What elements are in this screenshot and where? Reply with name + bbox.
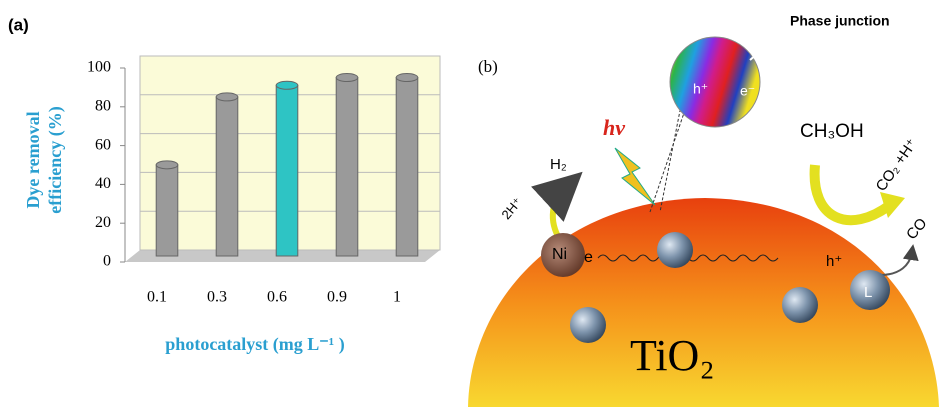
bar-chart: (a) Dye removal efficiency (%) photocata…: [8, 15, 441, 355]
bar-top: [155, 160, 179, 170]
y-tick-label: 80: [95, 97, 111, 114]
y-axis-title: efficiency (%): [45, 106, 66, 213]
hole-label: h⁺: [826, 253, 842, 270]
x-tick-label: 0.9: [327, 289, 347, 306]
light-label: hν: [603, 115, 625, 140]
nickel-label: Ni: [552, 246, 567, 263]
tio2-surface: [468, 198, 939, 407]
bar: [395, 77, 419, 257]
bar-top: [395, 73, 419, 83]
y-tick-label: 40: [95, 175, 111, 192]
x-tick-label: 0.1: [147, 289, 167, 306]
lightning: [614, 147, 656, 206]
x-tick-label: 1: [393, 289, 401, 306]
oxidation-arrow: [809, 164, 893, 226]
y-tick-label: 60: [95, 136, 111, 153]
bar: [155, 164, 179, 257]
bar-top: [215, 92, 239, 102]
x-tick-label: 0.3: [207, 289, 227, 306]
nanoparticle: [782, 287, 818, 323]
co-label: CO: [903, 215, 930, 243]
zoom-line: [649, 109, 686, 213]
pointer: [749, 29, 786, 61]
bar: [335, 77, 359, 257]
nanoparticle: [850, 270, 890, 310]
products-label: CO₂ +H⁺: [873, 136, 921, 195]
y-tick-label: 0: [103, 253, 111, 270]
bar: [215, 96, 239, 257]
mechanism-diagram: (b) Phase junction h⁺ e⁻ hν CH₃OH CO₂ +H…: [468, 13, 939, 407]
y-tick-label: 20: [95, 214, 111, 231]
nanoparticle: [570, 307, 606, 343]
ligand-label: L: [864, 284, 872, 301]
methanol-label: CH₃OH: [800, 121, 864, 142]
protons-label: 2H⁺: [498, 195, 525, 223]
electron-label: e: [584, 249, 593, 266]
bar-top: [335, 73, 359, 83]
phase-junction-label: Phase junction: [790, 13, 890, 29]
bar-top: [275, 80, 299, 90]
reduction-arrow: [531, 171, 583, 242]
co-arrow: [879, 244, 919, 276]
support-label: TiO₂: [630, 331, 715, 380]
x-tick-label: 0.6: [267, 289, 287, 306]
arrowhead: [880, 192, 905, 218]
nanoparticle: [657, 232, 693, 268]
phase-junction-particle: [669, 36, 761, 128]
y-tick-label: 100: [87, 59, 111, 76]
electron-label: e⁻: [740, 83, 755, 99]
ni-particle: [541, 233, 585, 277]
hydrogen-label: H₂: [550, 156, 567, 173]
y-axis-title: Dye removal: [23, 111, 43, 208]
panel-label: (b): [478, 57, 498, 76]
x-axis-title: photocatalyst (mg L⁻¹ ): [165, 334, 344, 355]
bar: [275, 84, 299, 257]
panel-label: (a): [8, 15, 29, 34]
hole-label: h⁺: [693, 81, 708, 97]
